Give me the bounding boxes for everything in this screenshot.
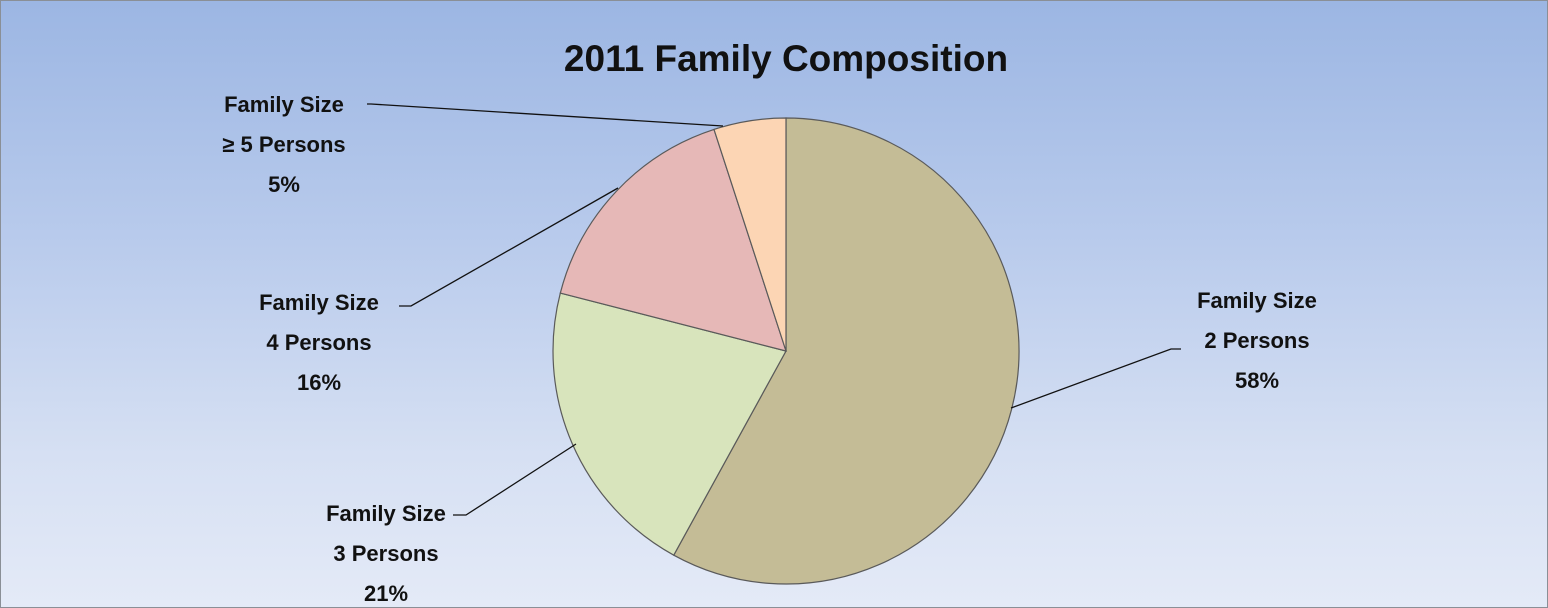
pie-slice <box>672 117 1020 585</box>
slice-category-label: 2 Persons <box>1204 328 1309 353</box>
chart-title: 2011 Family Composition <box>564 38 1008 79</box>
slice-value-label: 21% <box>364 581 408 606</box>
slice-value-label: 5% <box>268 172 300 197</box>
leader-line <box>453 443 577 516</box>
slice-category-label: 3 Persons <box>333 541 438 566</box>
slice-category-label: Family Size <box>1197 288 1317 313</box>
leader-line <box>367 103 724 127</box>
slice-label: Family Size ≥ 5 Persons 5% <box>222 92 345 197</box>
slice-label: Family Size 3 Persons 21% <box>326 501 446 606</box>
pie-slices <box>552 117 1020 585</box>
slice-category-label: ≥ 5 Persons <box>222 132 345 157</box>
leader-lines <box>367 103 1181 516</box>
slice-label: Family Size 2 Persons 58% <box>1197 288 1317 393</box>
slice-category-label: Family Size <box>224 92 344 117</box>
pie-slice <box>559 128 787 352</box>
leader-line <box>399 187 619 307</box>
slice-value-label: 16% <box>297 370 341 395</box>
slice-category-label: Family Size <box>326 501 446 526</box>
slice-category-label: Family Size <box>259 290 379 315</box>
slice-label: Family Size 4 Persons 16% <box>259 290 379 395</box>
leader-line <box>1010 348 1181 409</box>
pie-slice <box>552 292 787 556</box>
slice-value-label: 58% <box>1235 368 1279 393</box>
slice-labels: Family Size 2 Persons 58% Family Size 3 Pers… <box>222 92 1317 606</box>
slice-category-label: 4 Persons <box>266 330 371 355</box>
pie-slice <box>713 117 787 352</box>
